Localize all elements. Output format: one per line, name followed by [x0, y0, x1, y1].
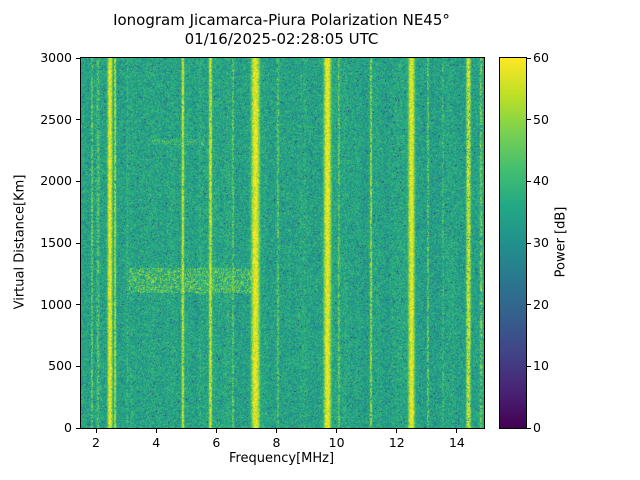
colorbar-tick-label: 40 [533, 173, 549, 189]
y-tick-label: 500 [48, 358, 72, 374]
x-tick-mark [155, 429, 157, 433]
chart-title: Ionogram Jicamarca-Piura Polarization NE… [113, 11, 450, 29]
x-tick-mark [336, 429, 338, 433]
colorbar-tick-mark [527, 365, 531, 367]
y-tick-mark [76, 304, 80, 306]
y-tick-label: 1000 [40, 296, 72, 312]
spectrogram-canvas [81, 58, 484, 428]
x-axis-label: Frequency[MHz] [228, 451, 335, 466]
x-tick-label: 2 [92, 435, 100, 450]
y-tick-mark [76, 180, 80, 182]
y-tick-label: 1500 [40, 235, 72, 250]
colorbar-tick-label: 60 [533, 50, 549, 65]
colorbar-tick-mark [527, 57, 531, 59]
colorbar [499, 57, 527, 429]
colorbar-tick-mark [527, 427, 531, 429]
x-tick-mark [275, 429, 277, 433]
x-tick-mark [396, 429, 398, 433]
y-tick-mark [76, 427, 80, 429]
colorbar-canvas [500, 58, 526, 428]
y-tick-mark [76, 365, 80, 367]
colorbar-tick-mark [527, 119, 531, 121]
chart-subtitle: 01/16/2025-02:28:05 UTC [184, 30, 379, 48]
y-tick-mark [76, 57, 80, 59]
x-tick-label: 12 [388, 435, 405, 450]
colorbar-tick-label: 0 [533, 420, 541, 435]
colorbar-tick-label: 10 [533, 358, 549, 374]
y-tick-mark [76, 242, 80, 244]
y-tick-label: 2000 [40, 173, 72, 189]
x-tick-label: 4 [152, 435, 161, 450]
y-tick-label: 3000 [40, 50, 72, 65]
x-tick-label: 14 [448, 435, 465, 450]
colorbar-tick-mark [527, 242, 531, 244]
x-tick-mark [215, 429, 217, 433]
colorbar-tick-mark [527, 180, 531, 182]
x-tick-mark [456, 429, 458, 433]
y-tick-label: 0 [64, 420, 72, 435]
x-tick-label: 6 [212, 435, 221, 450]
plot-area [80, 57, 485, 429]
colorbar-tick-mark [527, 304, 531, 306]
colorbar-tick-label: 30 [533, 235, 549, 250]
colorbar-tick-label: 20 [533, 296, 549, 312]
x-tick-label: 10 [328, 435, 345, 450]
x-tick-mark [95, 429, 97, 433]
y-tick-mark [76, 119, 80, 121]
x-tick-label: 8 [272, 435, 281, 450]
y-axis-label: Virtual Distance[Km] [12, 174, 28, 310]
y-tick-label: 2500 [40, 111, 72, 127]
colorbar-tick-label: 50 [533, 111, 549, 127]
